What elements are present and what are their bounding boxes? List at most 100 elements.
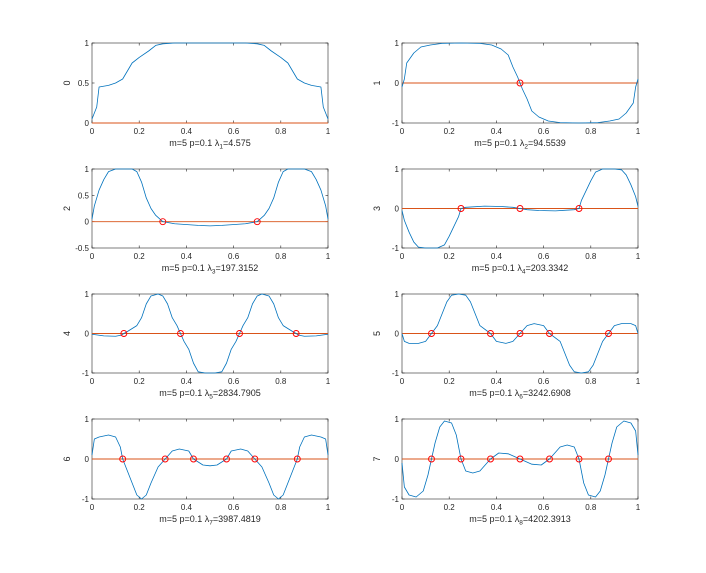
x-tick-label: 0.2 xyxy=(444,127,456,136)
x-tick-label: 0.4 xyxy=(181,503,193,512)
root-marker xyxy=(575,455,583,463)
root-marker xyxy=(487,330,494,337)
root-marker xyxy=(177,330,184,337)
root-marker xyxy=(546,455,553,463)
y-tick-label: 1 xyxy=(395,290,400,299)
x-tick-label: 0.2 xyxy=(134,127,146,136)
x-tick-label: 0.8 xyxy=(585,127,597,136)
y-tick-label: -1 xyxy=(392,369,400,378)
x-axis-label: m=5 p=0.1 λ3=197.3152 xyxy=(162,263,258,276)
y-tick-label: 0 xyxy=(395,205,400,214)
x-tick-label: 0.2 xyxy=(444,252,456,261)
y-tick-label: -1 xyxy=(392,495,400,504)
eigenfunction-line xyxy=(91,42,329,120)
x-tick-label: 0.8 xyxy=(585,377,597,386)
root-marker xyxy=(457,205,465,212)
eigenfunction-line xyxy=(91,168,329,227)
x-label-params: m=5 p=0.1 xyxy=(474,138,520,148)
x-tick-label: 0.4 xyxy=(181,127,193,136)
x-tick-label: 0 xyxy=(400,503,405,512)
eigenfunction-line xyxy=(91,434,329,500)
x-label-params: m=5 p=0.1 xyxy=(169,138,215,148)
x-label-subscript: 4 xyxy=(522,269,526,276)
root-marker xyxy=(516,330,524,337)
root-marker xyxy=(605,455,612,463)
x-tick-label: 0.6 xyxy=(228,377,240,386)
x-label-subscript: 6 xyxy=(519,394,523,401)
root-marker xyxy=(223,455,230,463)
root-marker xyxy=(605,330,612,337)
x-label-subscript: 7 xyxy=(209,520,213,527)
axes-box xyxy=(91,42,329,124)
y-tick-label: 0.5 xyxy=(78,191,90,200)
x-tick-label: 0.6 xyxy=(228,503,240,512)
root-marker xyxy=(428,330,435,337)
y-tick-label: -1 xyxy=(392,244,400,253)
x-tick-label: 0.2 xyxy=(134,377,146,386)
x-label-value: =197.3152 xyxy=(215,263,258,273)
root-marker xyxy=(293,455,301,463)
y-tick-label: 1 xyxy=(395,39,400,48)
root-marker xyxy=(428,455,435,463)
eigenfunction-line xyxy=(401,168,639,249)
x-axis-label: m=5 p=0.1 λ8=4202.3913 xyxy=(469,514,570,527)
eigenfunction-line xyxy=(401,420,639,498)
y-axis-label: 4 xyxy=(62,331,72,336)
x-tick-label: 0.8 xyxy=(275,127,287,136)
x-tick-label: 1 xyxy=(326,377,331,386)
x-label-value: =3242.6908 xyxy=(523,388,571,398)
x-label-params: m=5 p=0.1 xyxy=(159,514,205,524)
y-axis-label: 0 xyxy=(62,80,72,85)
root-marker xyxy=(159,218,167,226)
x-label-params: m=5 p=0.1 xyxy=(469,388,515,398)
x-tick-label: 0.4 xyxy=(491,252,503,261)
y-tick-label: -1 xyxy=(82,495,90,504)
y-tick-label: -0.5 xyxy=(75,244,89,253)
eigenfunction-line xyxy=(91,293,329,374)
x-tick-label: 0.2 xyxy=(444,503,456,512)
x-tick-label: 0.6 xyxy=(538,252,550,261)
x-axis-label: m=5 p=0.1 λ6=3242.6908 xyxy=(469,388,570,401)
y-tick-label: 1 xyxy=(395,165,400,174)
x-tick-label: 0.6 xyxy=(538,377,550,386)
x-tick-label: 0 xyxy=(400,127,405,136)
x-tick-label: 1 xyxy=(326,252,331,261)
x-label-lambda: λ xyxy=(205,514,210,524)
root-marker xyxy=(516,205,524,212)
x-label-subscript: 2 xyxy=(524,144,528,151)
y-tick-label: 1 xyxy=(395,415,400,424)
axes-box xyxy=(91,168,329,249)
y-tick-label: 1 xyxy=(85,290,90,299)
x-label-lambda: λ xyxy=(515,514,520,524)
y-tick-label: 0.5 xyxy=(78,79,90,88)
x-label-params: m=5 p=0.1 xyxy=(159,388,205,398)
y-tick-label: -1 xyxy=(82,369,90,378)
y-tick-label: 0 xyxy=(85,330,90,339)
x-label-subscript: 8 xyxy=(519,520,523,527)
x-tick-label: 0.4 xyxy=(491,503,503,512)
root-marker xyxy=(516,79,524,87)
x-tick-label: 0.4 xyxy=(491,127,503,136)
root-marker xyxy=(292,330,300,337)
x-axis-label: m=5 p=0.1 λ7=3987.4819 xyxy=(159,514,260,527)
y-tick-label: 0 xyxy=(395,330,400,339)
x-tick-label: 0.8 xyxy=(275,252,287,261)
y-axis-label: 5 xyxy=(372,331,382,336)
x-label-lambda: λ xyxy=(515,388,520,398)
y-tick-label: 1 xyxy=(85,415,90,424)
x-label-value: =94.5539 xyxy=(528,138,566,148)
x-tick-label: 1 xyxy=(326,503,331,512)
root-marker xyxy=(487,455,494,463)
x-label-subscript: 1 xyxy=(219,144,223,151)
x-tick-label: 1 xyxy=(636,127,641,136)
x-tick-label: 0.8 xyxy=(585,503,597,512)
x-label-lambda: λ xyxy=(207,263,212,273)
root-marker xyxy=(190,455,197,463)
y-tick-label: 0 xyxy=(85,218,90,227)
x-tick-label: 0.8 xyxy=(275,377,287,386)
